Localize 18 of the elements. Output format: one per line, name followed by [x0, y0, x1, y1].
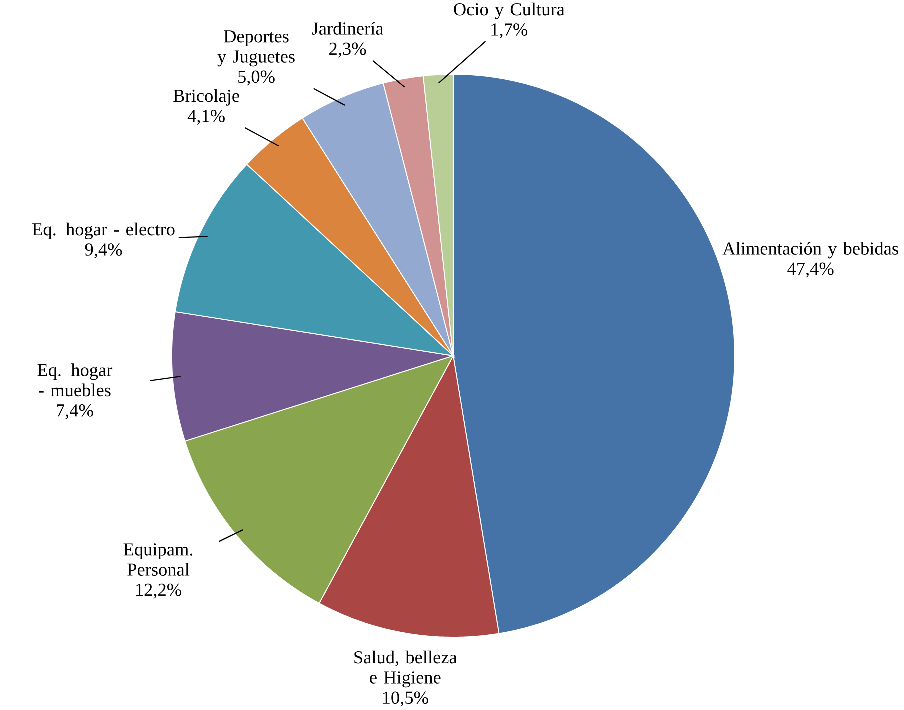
data-label: 4,1%	[188, 110, 225, 126]
data-label: 5,0%	[238, 70, 275, 86]
slice-label: Eq. hogar - electro	[32, 223, 175, 240]
data-label: 1,7%	[492, 24, 528, 39]
data-label: 7,4%	[57, 404, 94, 420]
data-label: 12,2%	[136, 584, 182, 600]
data-label: 2,3%	[330, 43, 366, 58]
data-label: 47,4%	[788, 263, 834, 278]
slice-label: Bricolaje	[174, 90, 240, 106]
slice-label: Salud, belleza e Higiene	[354, 651, 458, 688]
slice-label: Jardinería	[312, 22, 384, 36]
data-label: 9,4%	[85, 244, 122, 259]
slice-label: Alimentación y bebidas	[722, 242, 898, 259]
slice-label: Eq. hogar - muebles	[38, 364, 113, 397]
data-label: 10,5%	[383, 692, 428, 707]
slice-label: Ocio y Cultura	[454, 3, 565, 20]
slice-label: Deportes y Juguetes	[218, 30, 295, 67]
slice-label: Equipam. Personal	[124, 544, 193, 576]
